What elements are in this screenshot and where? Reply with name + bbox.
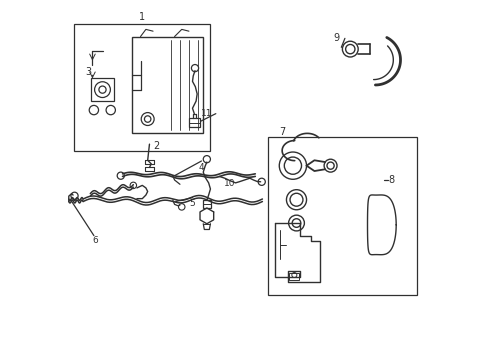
- Text: 11: 11: [201, 109, 212, 118]
- Bar: [131, 37, 203, 134]
- Text: 7: 7: [279, 127, 285, 136]
- Text: 6: 6: [93, 237, 99, 246]
- Text: 9: 9: [332, 33, 338, 43]
- Text: 10: 10: [224, 179, 235, 188]
- Text: 3: 3: [85, 67, 91, 77]
- Bar: [91, 78, 114, 101]
- Bar: [188, 118, 199, 127]
- Bar: [267, 137, 416, 295]
- Text: 4: 4: [198, 163, 204, 172]
- Text: 8: 8: [387, 175, 394, 185]
- Text: 2: 2: [153, 141, 160, 151]
- Text: 5: 5: [189, 199, 195, 208]
- Bar: [202, 200, 211, 208]
- Text: 1: 1: [139, 12, 145, 22]
- Bar: [289, 273, 299, 280]
- Bar: [74, 24, 210, 151]
